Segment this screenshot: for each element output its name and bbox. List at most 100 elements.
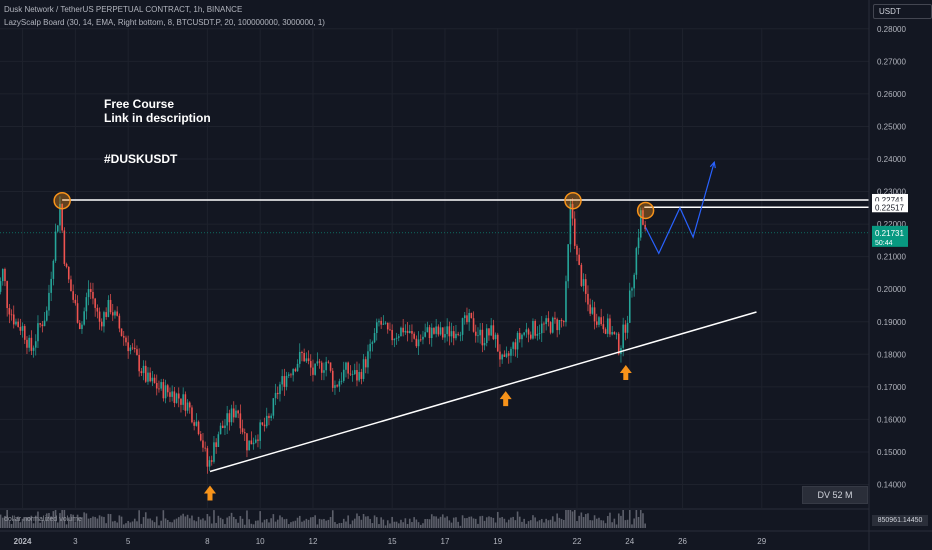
candle-body	[32, 347, 35, 351]
volume-bar	[591, 520, 594, 528]
candle-body	[494, 334, 497, 340]
candle-body	[364, 359, 367, 368]
grid	[0, 28, 869, 510]
candle-body	[292, 369, 294, 376]
volume-bar	[186, 514, 189, 528]
candle-body	[133, 347, 136, 350]
volume-bar	[358, 516, 360, 528]
volume-bar	[448, 520, 451, 528]
volume-bar	[78, 518, 81, 528]
volume-bar	[89, 517, 92, 528]
volume-bar	[118, 515, 121, 528]
volume-bar	[191, 515, 193, 528]
candle-body	[164, 385, 167, 399]
volume-bar	[356, 513, 358, 528]
candle-body	[285, 375, 288, 387]
candle-body	[510, 348, 512, 356]
volume-bar	[276, 519, 279, 528]
candle-body	[272, 398, 275, 416]
x-tick-label: 19	[493, 537, 502, 546]
candle-body	[114, 311, 116, 316]
candle-body	[37, 323, 39, 342]
volume-bar	[30, 515, 33, 528]
candle-body	[587, 293, 589, 305]
volume-bar	[41, 519, 44, 528]
candle-body	[301, 352, 303, 354]
candle-body	[34, 341, 37, 348]
candle-body	[342, 369, 345, 381]
volume-bars	[0, 510, 646, 528]
candle-body	[602, 324, 605, 330]
volume-bar	[389, 523, 391, 528]
candle-body	[573, 218, 576, 246]
volume-bar	[503, 518, 506, 528]
volume-bar	[61, 510, 63, 528]
volume-bar	[105, 523, 107, 528]
candle-body	[391, 329, 393, 341]
candle-body	[162, 382, 165, 399]
y-tick-label: 0.15000	[877, 448, 906, 457]
candle-body	[45, 310, 48, 321]
volume-bar	[463, 518, 466, 528]
volume-bar	[459, 525, 462, 528]
volume-bar	[290, 522, 292, 528]
chart-title: Dusk Network / TetherUS PERPETUAL CONTRA…	[4, 5, 243, 14]
candle-body	[556, 319, 558, 331]
candle-body	[309, 361, 312, 368]
volume-bar	[122, 524, 125, 528]
candle-body	[15, 321, 17, 325]
volume-bar	[626, 519, 629, 528]
candle-body	[397, 336, 400, 338]
candle-body	[512, 342, 514, 349]
candle-body	[628, 290, 631, 323]
candle-body	[120, 328, 123, 337]
volume-bar	[525, 523, 528, 528]
candle-body	[470, 312, 473, 319]
volume-bar	[404, 518, 407, 528]
volume-bar	[593, 515, 596, 528]
x-tick-label: 24	[625, 537, 634, 546]
candle-body	[417, 339, 420, 347]
candle-body	[50, 278, 52, 293]
volume-bar	[400, 519, 402, 528]
candle-body	[514, 342, 517, 350]
candle-body	[224, 425, 226, 429]
volume-bar	[510, 517, 512, 528]
candle-body	[543, 323, 545, 325]
candle-body	[17, 321, 19, 327]
y-tick-label: 0.27000	[877, 57, 906, 66]
volume-bar	[617, 513, 620, 528]
volume-bar	[76, 514, 79, 528]
volume-bar	[571, 511, 574, 528]
candle-body	[507, 353, 510, 356]
candle-body	[430, 327, 433, 339]
volume-bar	[437, 518, 440, 528]
candle-body	[122, 336, 125, 338]
indicator-label[interactable]: LazyScalp Board (30, 14, EMA, Right bott…	[4, 18, 325, 27]
volume-bar	[556, 513, 558, 528]
candle-body	[413, 333, 415, 339]
candle-body	[12, 314, 15, 325]
volume-bar	[551, 516, 554, 528]
candle-body	[125, 337, 127, 343]
volume-bar	[457, 521, 459, 528]
candle-body	[265, 415, 268, 427]
candle-body	[48, 292, 50, 311]
candle-body	[118, 315, 121, 329]
volume-bar	[72, 514, 74, 528]
volume-bar	[606, 516, 609, 528]
volume-bar	[149, 518, 151, 528]
volume-bar	[567, 510, 569, 528]
volume-bar	[85, 513, 88, 528]
candle-body	[149, 372, 151, 382]
volume-bar	[514, 520, 517, 528]
candle-body	[527, 329, 530, 335]
candle-body	[239, 413, 242, 429]
candle-body	[257, 439, 259, 441]
volume-bar	[492, 517, 495, 528]
candle-body	[217, 434, 220, 447]
currency-selector[interactable]: USDT	[873, 4, 932, 19]
candle-body	[534, 320, 536, 336]
